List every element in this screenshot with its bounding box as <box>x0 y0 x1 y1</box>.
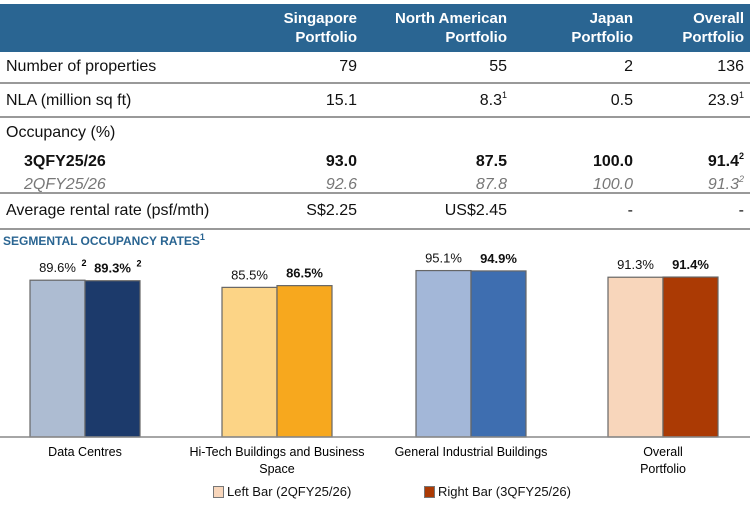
table-cell: - <box>627 202 633 219</box>
data-label: 94.9% <box>480 251 517 266</box>
row-divider <box>0 192 750 194</box>
column-header: Singapore Portfolio <box>283 10 357 46</box>
table-cell: 87.5 <box>475 153 507 170</box>
row-label: Number of properties <box>6 58 157 75</box>
table-cell: S$2.25 <box>306 202 357 219</box>
table-cell: 93.0 <box>325 153 357 170</box>
bar-left <box>221 286 278 438</box>
legend-swatch <box>424 485 435 498</box>
table-cell: 87.8 <box>475 176 507 193</box>
table-header <box>0 4 750 52</box>
table-cell: 91.32 <box>707 174 744 193</box>
table-cell: 0.5 <box>610 92 633 109</box>
data-label: 85.5% <box>231 267 268 282</box>
row-label: NLA (million sq ft) <box>6 92 132 109</box>
bar-right <box>84 280 141 438</box>
data-label: 95.1% <box>425 251 462 266</box>
table-cell: 100.0 <box>592 153 633 170</box>
bar-left <box>607 276 664 438</box>
data-label-note: 2 <box>82 258 87 268</box>
bar-right <box>276 285 333 438</box>
category-label: Hi-Tech Buildings and Business <box>189 445 364 459</box>
bar-right <box>662 276 719 438</box>
row-label: 2QFY25/26 <box>24 176 106 193</box>
legend-item-left: Left Bar (2QFY25/26) <box>213 484 351 499</box>
column-header: Japan Portfolio <box>571 10 633 46</box>
row-divider <box>0 82 750 84</box>
category-label: Overall <box>643 445 683 459</box>
table-cell: 79 <box>339 58 357 75</box>
category-label: Space <box>259 462 294 476</box>
category-label: General Industrial Buildings <box>395 445 548 459</box>
column-header: North American Portfolio <box>395 10 507 46</box>
table-cell: 91.42 <box>707 151 744 170</box>
table-cell: 2 <box>624 58 633 75</box>
bar-right <box>470 270 527 438</box>
table-cell: 92.6 <box>325 176 357 193</box>
bar-left <box>29 279 86 438</box>
legend-swatch <box>213 485 224 498</box>
data-label-note: 2 <box>137 259 142 269</box>
data-label: 89.6% <box>39 260 76 275</box>
table-cell: 100.0 <box>592 176 633 193</box>
category-label: Data Centres <box>48 445 122 459</box>
table-cell: 55 <box>489 58 507 75</box>
legend-item-right: Right Bar (3QFY25/26) <box>424 484 571 499</box>
table-cell: US$2.45 <box>444 202 507 219</box>
data-label: 91.3% <box>617 257 654 272</box>
chart-title: SEGMENTAL OCCUPANCY RATES1 <box>3 232 205 248</box>
table-cell: 15.1 <box>325 92 357 109</box>
row-divider <box>0 228 750 230</box>
category-label: Portfolio <box>640 462 686 476</box>
data-label: 89.3% <box>94 261 131 276</box>
row-label: Average rental rate (psf/mth) <box>6 202 210 219</box>
table-cell: 136 <box>717 58 744 75</box>
column-header: Overall Portfolio <box>682 10 744 46</box>
data-label: 91.4% <box>672 257 709 272</box>
table-cell: 8.31 <box>479 90 507 109</box>
bar-left <box>415 269 472 438</box>
table-cell: 23.91 <box>707 90 744 109</box>
row-label: 3QFY25/26 <box>24 153 106 170</box>
row-divider <box>0 116 750 118</box>
data-label: 86.5% <box>286 266 323 281</box>
table-cell: - <box>738 202 744 219</box>
